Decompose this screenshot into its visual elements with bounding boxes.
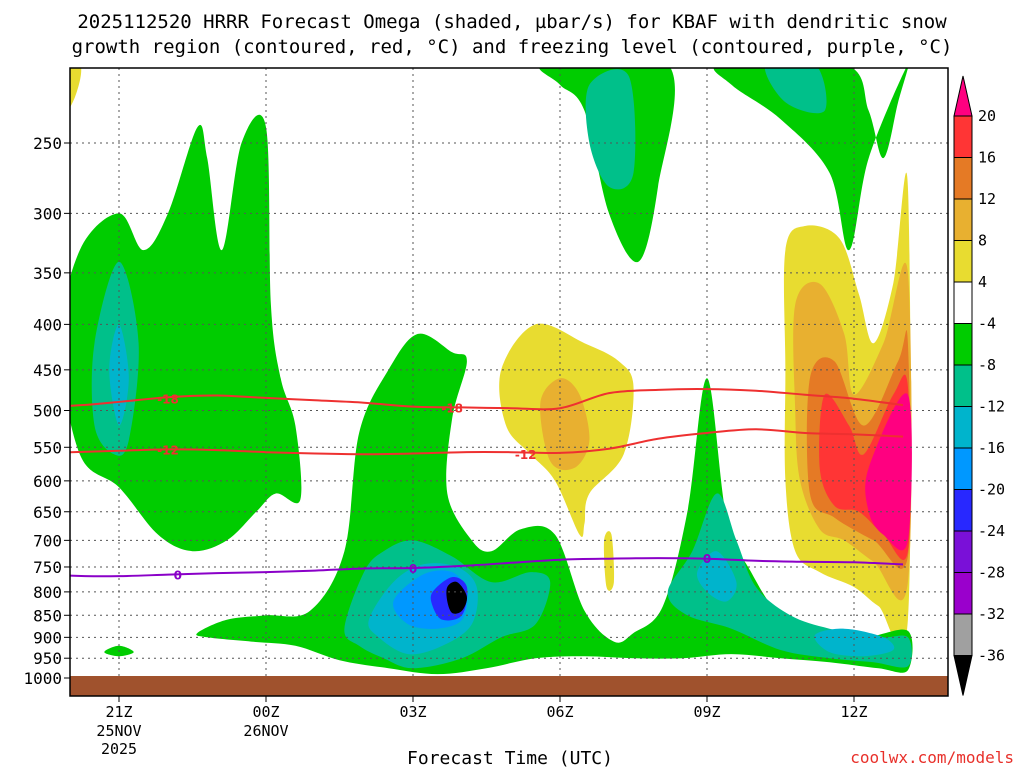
contour-label: -12 <box>515 448 537 462</box>
colorbar-swatch <box>953 323 973 366</box>
colorbar-label: 4 <box>978 273 987 291</box>
colorbar: 20 16 12 8 4 -4 -8 -12 -16 -20 -24 -28 -32 -36 <box>953 75 1005 696</box>
x-tick-label: 06Z <box>546 703 573 721</box>
x-tick-date: 26NOV <box>243 722 288 740</box>
freezing-level-contour <box>70 557 904 578</box>
chart-title-line-1: 2025112520 HRRR Forecast Omega (shaded, … <box>77 11 947 33</box>
colorbar-swatch <box>953 447 973 490</box>
colorbar-label: -24 <box>978 522 1005 540</box>
y-tick-label: 450 <box>33 361 62 380</box>
x-tick-label: 03Z <box>399 703 426 721</box>
x-axis-label: Forecast Time (UTC) <box>407 748 613 768</box>
contour-label: -18 <box>441 401 463 415</box>
credit-link[interactable]: coolwx.com/models <box>850 748 1014 767</box>
y-tick-label: 550 <box>33 438 62 457</box>
contour-label: 0 <box>174 569 182 583</box>
y-tick-label: 800 <box>33 583 62 602</box>
y-tick-label: 1000 <box>23 669 62 688</box>
colorbar-swatch <box>953 281 973 324</box>
colorbar-bottom-arrow <box>953 655 973 696</box>
y-tick-label: 600 <box>33 472 62 491</box>
omega-region-cyan-lower-right-2 <box>814 628 895 657</box>
omega-region-yellow-small-mid <box>603 531 615 591</box>
colorbar-swatch <box>953 240 973 283</box>
colorbar-swatch <box>953 530 973 573</box>
omega-region-green-upper-right <box>713 68 909 251</box>
colorbar-label: -16 <box>978 439 1005 457</box>
dgz-contour-minus-12 <box>70 428 904 456</box>
colorbar-top-arrow <box>953 75 973 117</box>
y-tick-label: 750 <box>33 558 62 577</box>
colorbar-swatch <box>953 198 973 241</box>
y-axis: 250 300 350 400 450 500 550 600 650 700 750 800 850 9… <box>23 134 70 688</box>
omega-region-magenta-right <box>865 393 912 551</box>
colorbar-swatch <box>953 115 973 158</box>
x-tick-date: 25NOV <box>96 722 141 740</box>
y-tick-label: 950 <box>33 649 62 668</box>
omega-region-orange-mid <box>540 378 590 471</box>
temperature-contours: -18 -18 -12 -12 0 0 0 <box>70 388 904 583</box>
y-tick-label: 500 <box>33 402 62 421</box>
x-tick-label: 21Z <box>105 703 132 721</box>
colorbar-label: 12 <box>978 190 996 208</box>
colorbar-label: 16 <box>978 149 996 167</box>
colorbar-swatch <box>953 364 973 407</box>
chart-title-line-2: growth region (contoured, red, °C) and f… <box>72 36 953 58</box>
y-tick-label: 300 <box>33 204 62 223</box>
y-tick-label: 900 <box>33 628 62 647</box>
y-tick-label: 850 <box>33 606 62 625</box>
colorbar-label: -32 <box>978 605 1005 623</box>
colorbar-swatch <box>953 157 973 200</box>
omega-shading <box>70 68 913 675</box>
omega-region-teal-upper-right <box>764 68 827 114</box>
colorbar-swatch <box>953 572 973 615</box>
x-tick-year: 2025 <box>101 740 137 758</box>
colorbar-swatch <box>953 613 973 656</box>
y-tick-label: 250 <box>33 134 62 153</box>
x-tick-label: 09Z <box>693 703 720 721</box>
colorbar-swatch <box>953 406 973 449</box>
omega-region-cyan-lower-right <box>696 551 737 602</box>
contour-label: -18 <box>157 393 179 407</box>
colorbar-label: -28 <box>978 564 1005 582</box>
omega-region-black-core <box>446 581 468 614</box>
x-tick-label: 12Z <box>840 703 867 721</box>
omega-region-teal-upper-top <box>585 69 636 190</box>
colorbar-label: 20 <box>978 107 996 125</box>
y-tick-label: 400 <box>33 315 62 334</box>
contour-label: -12 <box>157 443 179 457</box>
terrain-ground <box>70 676 948 696</box>
contour-label: 0 <box>703 552 711 566</box>
x-tick-label: 00Z <box>252 703 279 721</box>
y-tick-label: 700 <box>33 531 62 550</box>
colorbar-label: -12 <box>978 398 1005 416</box>
omega-region-yellow-small-top <box>70 68 82 108</box>
contour-label: 0 <box>409 562 417 576</box>
colorbar-label: -36 <box>978 647 1005 665</box>
colorbar-label: -20 <box>978 481 1005 499</box>
y-tick-label: 350 <box>33 264 62 283</box>
omega-region-teal-lower-right <box>667 493 912 668</box>
colorbar-label: -4 <box>978 315 996 333</box>
plot-area: -18 -18 -12 -12 0 0 0 <box>70 68 948 696</box>
y-tick-label: 650 <box>33 503 62 522</box>
colorbar-swatch <box>953 489 973 532</box>
colorbar-label: 8 <box>978 232 987 250</box>
colorbar-label: -8 <box>978 356 996 374</box>
dgz-contour-minus-18 <box>70 388 904 411</box>
plot-frame <box>69 67 949 697</box>
